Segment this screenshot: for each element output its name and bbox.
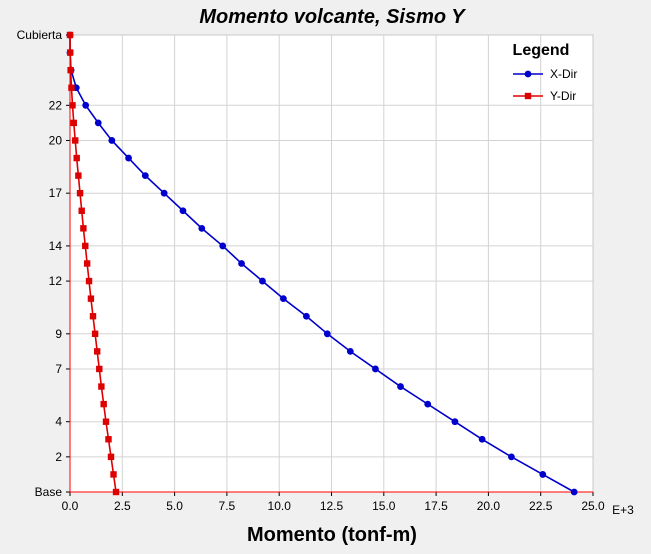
y-tick-label: 22 bbox=[49, 98, 63, 112]
data-point bbox=[451, 418, 459, 426]
data-point bbox=[83, 260, 91, 267]
data-point bbox=[424, 400, 432, 408]
x-tick-label: 12.5 bbox=[320, 499, 344, 513]
y-tick-label: 12 bbox=[49, 274, 63, 288]
data-point bbox=[67, 49, 74, 56]
data-point bbox=[372, 365, 379, 373]
y-tick-label: 20 bbox=[49, 133, 63, 147]
x-tick-label: 20.0 bbox=[477, 499, 501, 513]
legend-marker bbox=[524, 92, 532, 100]
x-tick-label: 7.5 bbox=[219, 499, 236, 513]
data-point bbox=[80, 225, 87, 232]
data-point bbox=[198, 224, 206, 232]
x-tick-label: 15.0 bbox=[372, 499, 396, 513]
data-point bbox=[69, 102, 76, 109]
x-tick-label: 10.0 bbox=[268, 499, 292, 513]
x-axis-label: Momento (tonf-m) bbox=[247, 524, 417, 546]
data-point bbox=[323, 330, 331, 338]
data-point bbox=[302, 312, 310, 320]
x-tick-label: 5.0 bbox=[166, 499, 183, 513]
data-point bbox=[98, 383, 105, 390]
data-point bbox=[508, 453, 515, 461]
data-point bbox=[110, 471, 117, 478]
data-point bbox=[87, 295, 95, 302]
data-point bbox=[93, 348, 101, 355]
y-tick-label: 14 bbox=[49, 239, 63, 253]
data-point bbox=[259, 277, 266, 285]
data-point bbox=[82, 242, 89, 250]
data-point bbox=[279, 295, 287, 303]
y-tick-label: Base bbox=[35, 485, 63, 499]
data-point bbox=[346, 347, 354, 355]
legend-marker bbox=[524, 70, 532, 78]
y-tick-label: 4 bbox=[55, 415, 62, 429]
legend-items: X-Dir Y-Dir bbox=[513, 67, 577, 103]
series-y-dir bbox=[66, 31, 120, 496]
y-tick-label: 2 bbox=[55, 450, 62, 464]
data-point bbox=[105, 436, 112, 443]
data-point bbox=[73, 154, 80, 162]
data-point bbox=[112, 488, 120, 496]
tick-labels: 0.0 2.5 5.0 7.5 10.0 12.5 15.0 17.5 20.0 22.5 25.0… bbox=[17, 28, 605, 513]
data-point bbox=[478, 435, 486, 443]
data-point bbox=[78, 207, 85, 214]
y-tick-label: 17 bbox=[49, 186, 63, 200]
data-point bbox=[539, 471, 547, 478]
data-point bbox=[89, 313, 97, 320]
data-point bbox=[125, 154, 132, 162]
data-point bbox=[179, 207, 187, 215]
data-point bbox=[68, 84, 75, 91]
data-point bbox=[141, 172, 149, 180]
data-point bbox=[94, 119, 102, 127]
axes bbox=[66, 34, 594, 496]
legend-item-y-dir: Y-Dir bbox=[513, 89, 576, 103]
legend-label: Y-Dir bbox=[550, 89, 576, 103]
legend: Legend X-Dir Y-Dir bbox=[513, 42, 578, 103]
data-point bbox=[91, 330, 99, 338]
data-point bbox=[108, 137, 116, 144]
y-tick-label: 9 bbox=[55, 327, 62, 341]
data-series bbox=[66, 31, 578, 496]
legend-title: Legend bbox=[513, 42, 570, 59]
x-tick-label: 2.5 bbox=[114, 499, 131, 513]
data-point bbox=[72, 137, 79, 144]
legend-label: X-Dir bbox=[550, 67, 577, 81]
x-tick-label: 0.0 bbox=[62, 499, 79, 513]
data-point bbox=[66, 31, 74, 39]
data-point bbox=[82, 101, 90, 109]
x-scale-label: E+3 bbox=[612, 503, 634, 517]
data-point bbox=[85, 277, 93, 285]
data-point bbox=[238, 260, 245, 267]
data-point bbox=[67, 66, 74, 74]
grid-lines bbox=[70, 35, 593, 492]
data-point bbox=[102, 418, 110, 425]
data-point bbox=[107, 453, 115, 461]
data-point bbox=[75, 172, 82, 179]
data-point bbox=[70, 119, 77, 127]
data-point bbox=[570, 488, 578, 496]
chart-title: Momento volcante, Sismo Y bbox=[199, 6, 466, 28]
data-point bbox=[96, 365, 103, 373]
legend-item-x-dir: X-Dir bbox=[513, 67, 577, 81]
x-tick-label: 25.0 bbox=[581, 499, 605, 513]
y-tick-label: 7 bbox=[55, 362, 62, 376]
x-tick-label: 17.5 bbox=[424, 499, 448, 513]
y-tick-label: Cubierta bbox=[17, 28, 63, 42]
data-point bbox=[397, 383, 404, 390]
data-point bbox=[100, 400, 107, 408]
x-tick-label: 22.5 bbox=[529, 499, 553, 513]
data-point bbox=[76, 189, 84, 197]
data-point bbox=[160, 189, 168, 197]
data-point bbox=[219, 242, 227, 250]
